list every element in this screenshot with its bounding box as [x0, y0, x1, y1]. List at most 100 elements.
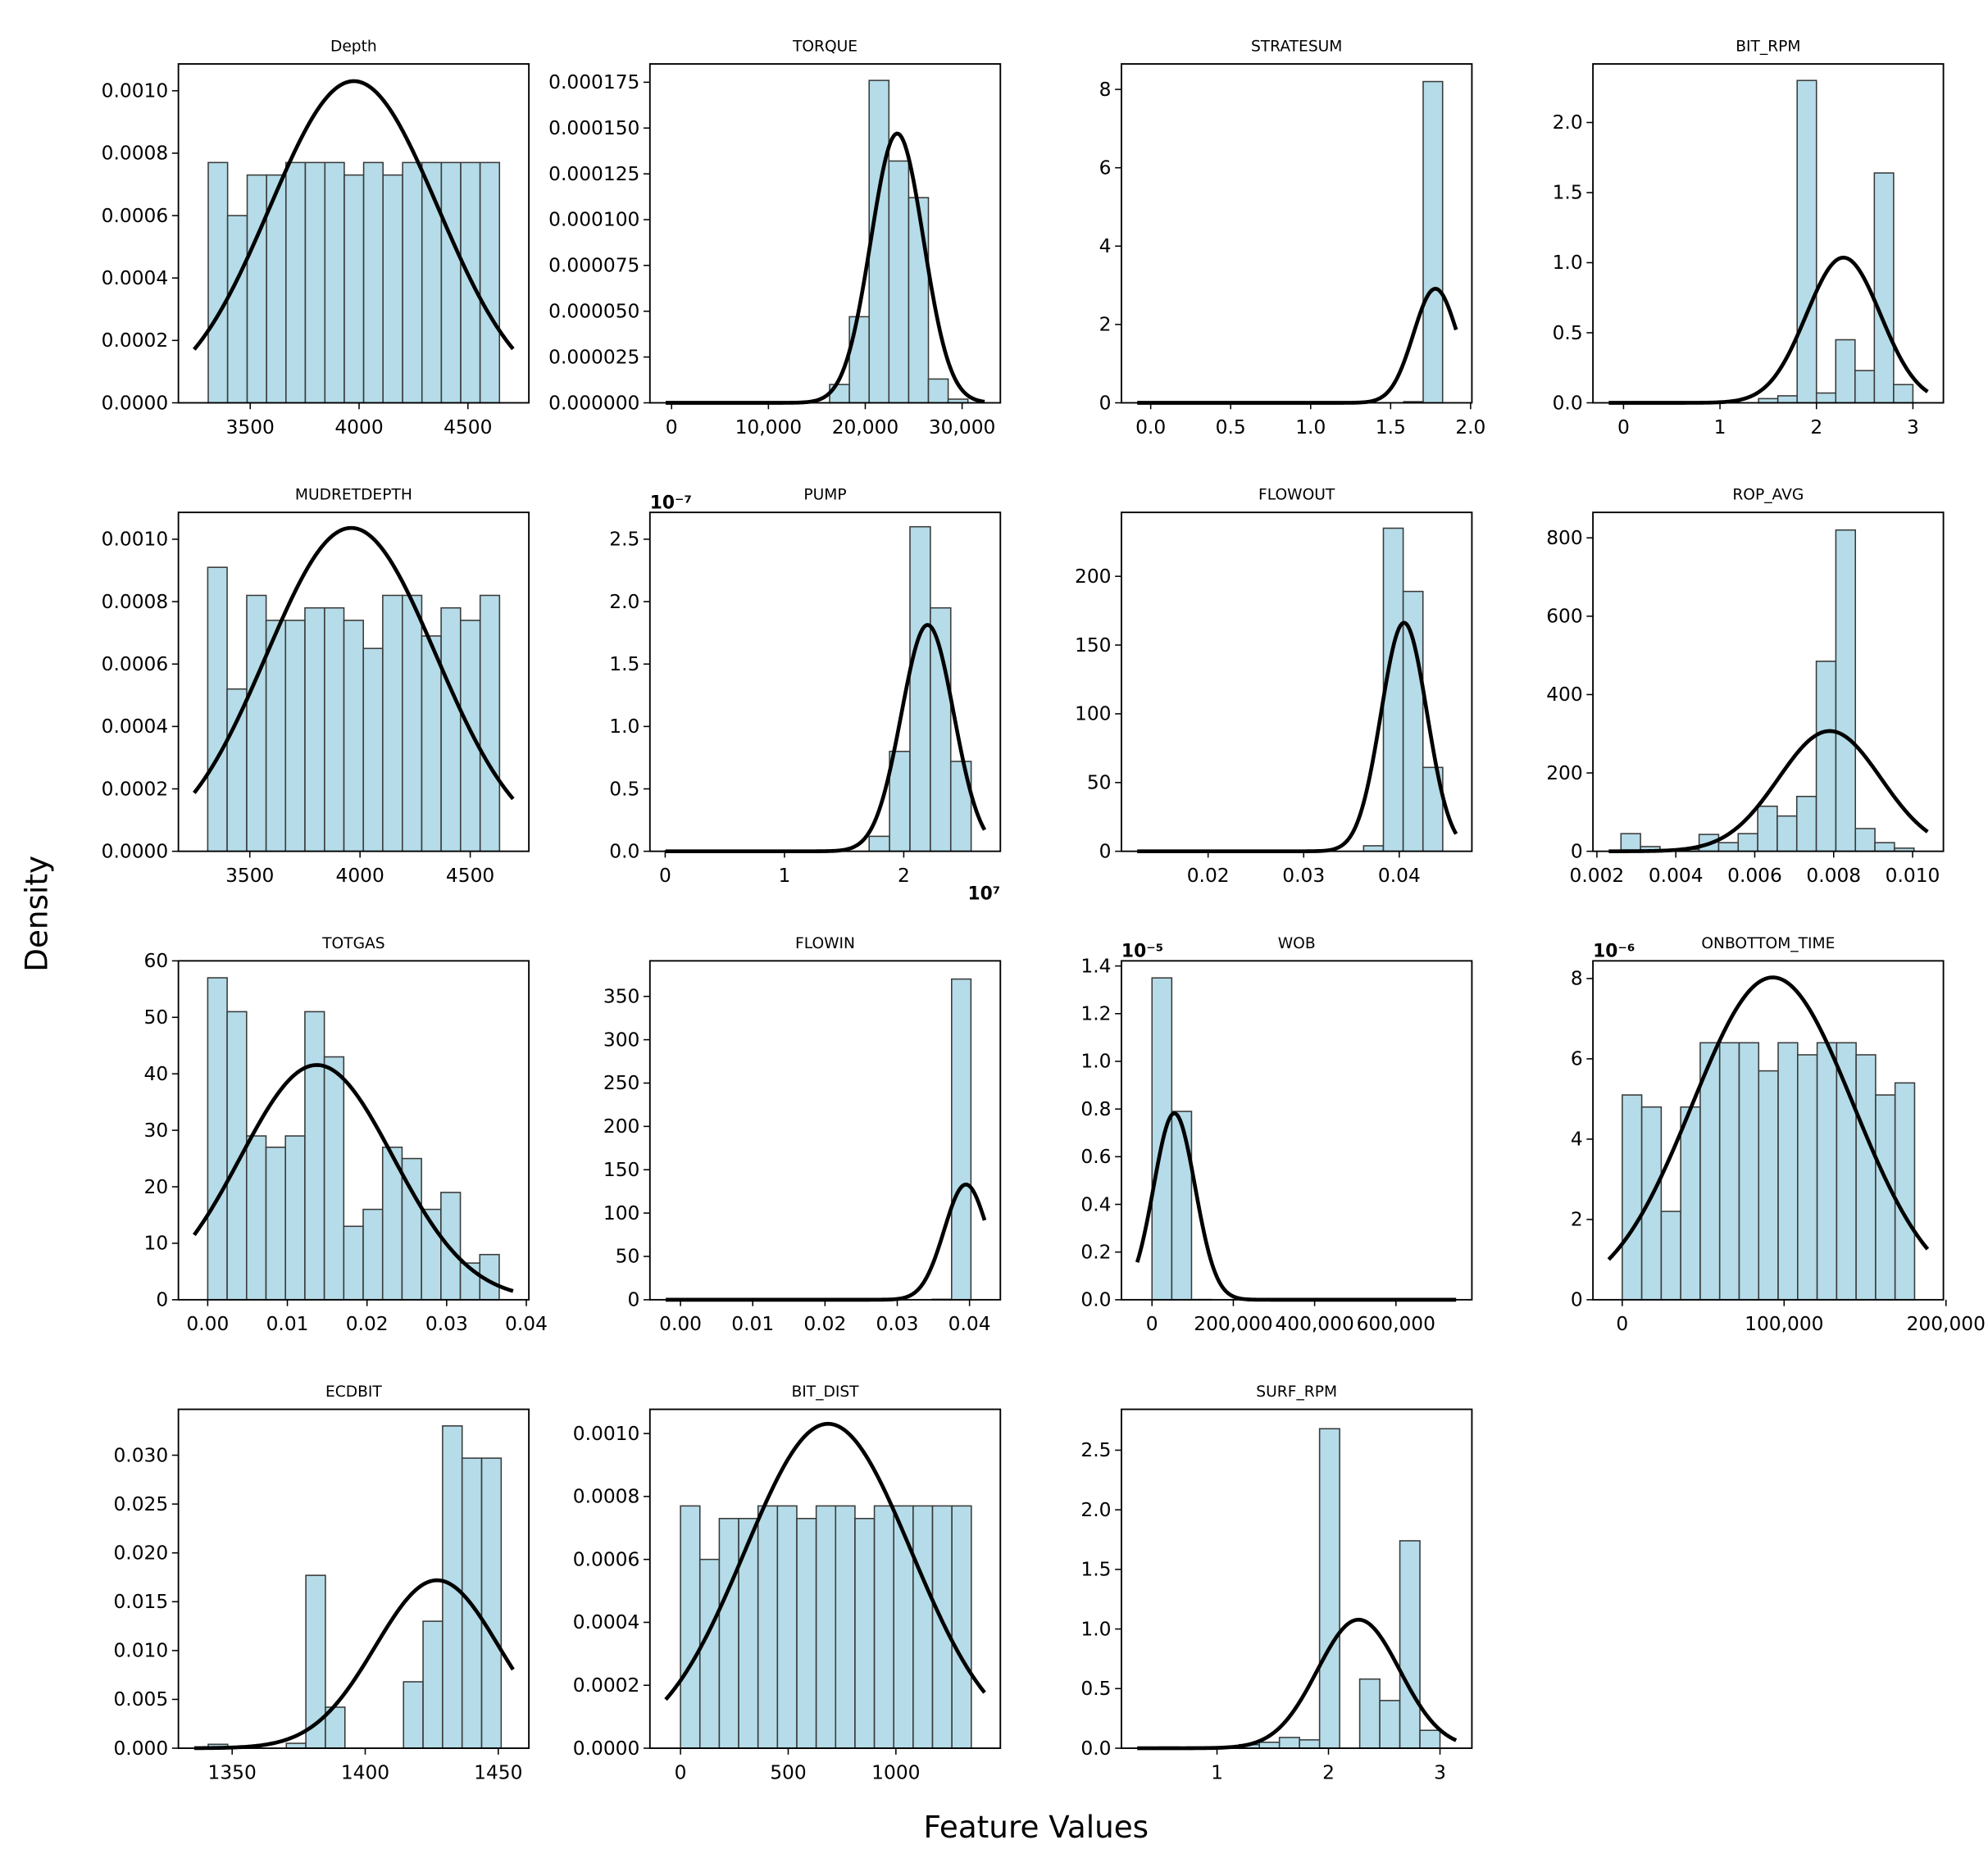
y-tick-label: 0.000075 — [548, 255, 639, 277]
fit-curve — [1137, 286, 1458, 405]
bar — [362, 1208, 384, 1301]
x-tick-label: 3500 — [225, 865, 274, 887]
y-tick-label: 2.5 — [1080, 1439, 1111, 1461]
subplot-title: TOTGAS — [321, 935, 384, 952]
axes-frame — [1121, 511, 1473, 852]
y-tick-label: 0.0 — [609, 840, 639, 862]
y-axis-label: Density — [19, 856, 55, 972]
fit-curve — [1607, 975, 1930, 1261]
bar — [1893, 384, 1914, 404]
y-tick-label: 30 — [144, 1120, 169, 1142]
bar — [873, 1505, 894, 1749]
bar — [1816, 1042, 1838, 1301]
bar — [324, 161, 345, 404]
x-tick-label: 0 — [1617, 416, 1630, 438]
y-tick-label: 0.5 — [1553, 322, 1583, 344]
bar — [1777, 1042, 1799, 1301]
y-tick-label: 0.0006 — [102, 205, 169, 227]
x-tick-label: 30,000 — [929, 416, 996, 438]
y-tick-label: 2.5 — [609, 529, 639, 551]
y-tick-label: 0.0000 — [102, 392, 169, 414]
y-tick-label: 1.0 — [609, 715, 639, 738]
fit-curve — [193, 525, 515, 801]
y-tick-label: 400 — [1546, 684, 1582, 706]
y-tick-label: 4 — [1099, 235, 1112, 257]
bar — [226, 688, 248, 852]
bar — [403, 1681, 424, 1749]
x-tick-label: 0.01 — [266, 1313, 309, 1335]
bar — [680, 1505, 701, 1749]
axes-frame — [177, 63, 530, 404]
bar — [815, 1505, 837, 1749]
x-tick-label: 3500 — [226, 416, 275, 438]
y-tick-label: 0 — [1099, 392, 1112, 414]
bar — [440, 161, 462, 404]
y-tick-label: 0.000125 — [548, 163, 639, 185]
bar — [1854, 828, 1876, 852]
y-tick-label: 50 — [1087, 772, 1112, 794]
x-tick-label: 200,000 — [1194, 1313, 1272, 1335]
bar — [835, 1505, 856, 1749]
y-tick-label: 8 — [1571, 968, 1583, 990]
y-tick-label: 1.0 — [1080, 1051, 1111, 1073]
bar — [1318, 1428, 1340, 1749]
bar — [1622, 1094, 1643, 1301]
bar — [1835, 338, 1856, 404]
y-tick-label: 1.5 — [1080, 1559, 1111, 1581]
y-tick-label: 0.0 — [1553, 392, 1583, 414]
y-tick-label: 0.000150 — [548, 117, 639, 139]
subplot-title: ONBOTTOM_TIME — [1701, 935, 1835, 952]
x-offset-label: 10⁷ — [967, 884, 1000, 905]
x-tick-label: 20,000 — [832, 416, 899, 438]
bar — [304, 1011, 325, 1301]
bar — [1797, 1054, 1818, 1301]
x-tick-label: 3 — [1907, 416, 1919, 438]
y-tick-label: 0.0000 — [102, 840, 169, 862]
fit-curve — [666, 131, 985, 405]
y-tick-label: 20 — [144, 1176, 169, 1198]
bar — [382, 174, 403, 404]
bar — [284, 620, 306, 852]
bar — [343, 1225, 364, 1301]
bar — [207, 566, 228, 852]
x-tick-label: 0.02 — [1187, 865, 1230, 887]
y-tick-label: 0.005 — [113, 1688, 168, 1710]
y-tick-label: 0.030 — [113, 1444, 168, 1466]
bar — [848, 316, 870, 404]
x-tick-label: 0 — [1146, 1313, 1158, 1335]
bar — [951, 1505, 972, 1749]
y-tick-label: 0 — [628, 1289, 640, 1311]
x-tick-label: 1.5 — [1376, 416, 1406, 438]
y-tick-label: 0.0004 — [102, 267, 169, 289]
bar — [1640, 1106, 1663, 1301]
bar — [402, 594, 423, 852]
bar — [854, 1517, 876, 1749]
bar — [1738, 1042, 1760, 1301]
subplot-title: TORQUE — [792, 38, 858, 55]
bar — [1758, 1070, 1779, 1301]
bar — [1362, 845, 1385, 852]
bar — [1815, 661, 1837, 852]
y-tick-label: 100 — [603, 1202, 639, 1224]
y-tick-label: 0.0008 — [102, 591, 169, 613]
y-tick-label: 1.5 — [1553, 182, 1583, 204]
subplot-title: Depth — [330, 38, 377, 55]
x-tick-label: 2.0 — [1455, 416, 1485, 438]
y-tick-label: 0 — [1571, 840, 1583, 862]
x-tick-label: 1 — [779, 865, 791, 887]
subplot-title: FLOWIN — [795, 935, 855, 952]
x-tick-label: 100,000 — [1745, 1313, 1823, 1335]
axes-frame — [1592, 63, 1945, 404]
x-tick-label: 0.03 — [876, 1313, 919, 1335]
y-tick-label: 0.5 — [609, 778, 639, 800]
bar — [1757, 805, 1778, 852]
x-tick-label: 0.02 — [346, 1313, 389, 1335]
bar — [1258, 1741, 1281, 1749]
y-tick-label: 0.0 — [1080, 1289, 1111, 1311]
y-tick-label: 0.0002 — [573, 1674, 640, 1697]
bar — [207, 977, 228, 1301]
x-tick-label: 0.02 — [803, 1313, 846, 1335]
axes-frame — [1121, 1408, 1473, 1749]
y-tick-label: 1.0 — [1553, 252, 1583, 274]
y-tick-label: 1.2 — [1080, 1003, 1111, 1025]
